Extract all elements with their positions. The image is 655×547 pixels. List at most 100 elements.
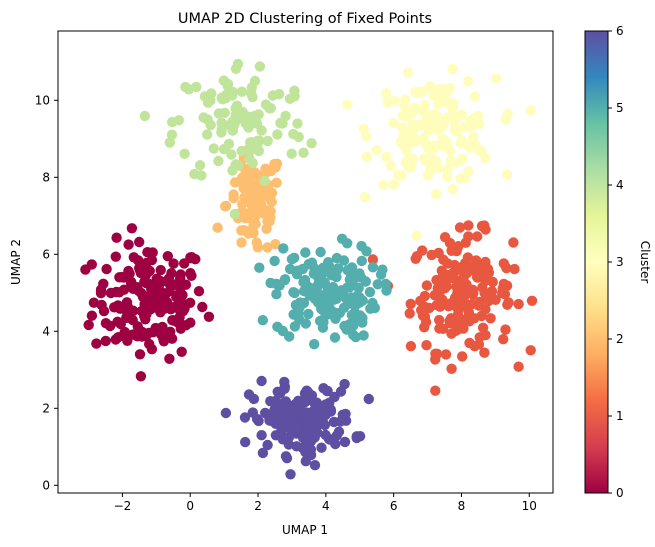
cluster-6-point xyxy=(291,441,302,452)
cluster-4-point xyxy=(222,80,233,91)
cluster-3-point xyxy=(378,179,389,191)
cluster-5-point xyxy=(300,247,311,258)
cluster-0-point xyxy=(91,338,102,349)
cluster-4-point xyxy=(243,121,254,132)
cluster-0-point xyxy=(145,304,156,315)
cluster-0-point xyxy=(185,268,196,279)
cluster-4-point xyxy=(179,148,190,159)
cluster-1-point xyxy=(415,295,426,307)
cluster-4-point xyxy=(232,58,244,70)
cluster-0-point xyxy=(118,284,130,295)
cluster-0-point xyxy=(123,239,134,250)
cluster-1-point xyxy=(480,224,491,235)
cluster-1-point xyxy=(405,341,417,352)
cluster-5-point xyxy=(279,274,291,285)
cluster-3-point xyxy=(525,105,536,116)
cluster-3-point xyxy=(389,96,400,107)
cluster-0-point xyxy=(80,264,91,275)
cluster-4-point xyxy=(306,138,317,149)
colorbar xyxy=(584,30,609,494)
cluster-6-point xyxy=(305,435,317,447)
cluster-1-point xyxy=(513,361,524,372)
cluster-6-point xyxy=(339,436,351,448)
cluster-3-point xyxy=(449,116,460,128)
x-axis-label: UMAP 1 xyxy=(282,523,328,537)
cluster-1-point xyxy=(446,328,457,339)
cluster-5-point xyxy=(325,309,336,320)
cluster-6-point xyxy=(253,415,264,427)
cluster-6-point xyxy=(256,375,267,387)
cluster-5-point xyxy=(271,289,282,300)
cluster-0-point xyxy=(164,353,175,364)
cluster-1-point xyxy=(474,271,486,282)
cluster-6-point xyxy=(285,469,296,480)
cluster-4-point xyxy=(259,175,270,187)
cluster-3-point xyxy=(444,82,455,94)
cluster-5-point xyxy=(316,301,327,312)
cluster-4-point xyxy=(227,125,238,136)
cluster-4-point xyxy=(220,93,232,104)
cluster-3-point xyxy=(400,156,411,168)
cluster-0-point xyxy=(177,289,188,301)
cluster-4-point xyxy=(208,143,219,154)
cluster-6-point xyxy=(308,405,319,417)
cluster-3-point xyxy=(360,192,371,203)
cluster-0-point xyxy=(135,371,147,382)
cluster-2-point xyxy=(250,218,261,230)
x-tick-label: 2 xyxy=(254,499,262,513)
cluster-3-point xyxy=(417,86,428,97)
cluster-5-point xyxy=(298,297,310,309)
cluster-0-point xyxy=(111,232,122,243)
colorbar-tick-label: 6 xyxy=(616,24,624,38)
cluster-6-point xyxy=(280,451,292,462)
x-tick-label: 6 xyxy=(390,499,398,513)
cluster-5-point xyxy=(372,279,383,290)
cluster-5-point xyxy=(342,265,353,276)
cluster-0-point xyxy=(193,286,205,297)
cluster-4-point xyxy=(218,118,229,130)
cluster-6-point xyxy=(265,396,276,407)
cluster-3-point xyxy=(381,151,392,162)
cluster-3-point xyxy=(463,166,474,177)
cluster-1-point xyxy=(508,237,519,248)
cluster-5-point xyxy=(355,272,367,283)
cluster-4-point xyxy=(247,91,258,103)
cluster-3-point xyxy=(361,151,372,162)
cluster-1-point xyxy=(430,385,441,396)
cluster-6-point xyxy=(247,407,258,418)
cluster-3-point xyxy=(423,143,435,155)
cluster-5-point xyxy=(377,264,388,275)
colorbar-ticks: 0 1 2 3 4 5 6 xyxy=(608,24,624,500)
cluster-1-point xyxy=(473,300,484,311)
cluster-1-point xyxy=(463,220,474,231)
cluster-1-point xyxy=(421,340,432,351)
cluster-0-point xyxy=(116,271,127,283)
cluster-4-point xyxy=(219,107,230,119)
cluster-5-point xyxy=(329,291,341,302)
cluster-0-point xyxy=(105,287,117,299)
cluster-4-point xyxy=(289,85,300,96)
cluster-1-point xyxy=(405,298,416,310)
cluster-1-point xyxy=(501,280,513,291)
cluster-0-point xyxy=(113,332,124,343)
cluster-4-point xyxy=(250,110,261,122)
cluster-5-point xyxy=(317,322,329,333)
cluster-4-point xyxy=(230,159,242,170)
cluster-1-point xyxy=(463,231,474,242)
cluster-4-point xyxy=(298,147,309,158)
cluster-3-point xyxy=(432,112,443,123)
cluster-1-point xyxy=(498,334,509,345)
cluster-4-point xyxy=(236,145,247,157)
cluster-0-point xyxy=(166,268,177,279)
cluster-0-point xyxy=(126,223,138,234)
cluster-0-point xyxy=(134,349,146,360)
x-axis: −2 0 2 4 6 8 10 xyxy=(114,493,537,513)
cluster-3-point xyxy=(425,81,436,92)
cluster-3-point xyxy=(455,173,466,184)
cluster-5-point xyxy=(284,331,295,342)
cluster-3-point xyxy=(428,90,439,101)
cluster-1-point xyxy=(469,341,480,352)
cluster-0-point xyxy=(143,290,154,302)
cluster-6-point xyxy=(290,398,301,410)
cluster-1-point xyxy=(473,262,484,273)
